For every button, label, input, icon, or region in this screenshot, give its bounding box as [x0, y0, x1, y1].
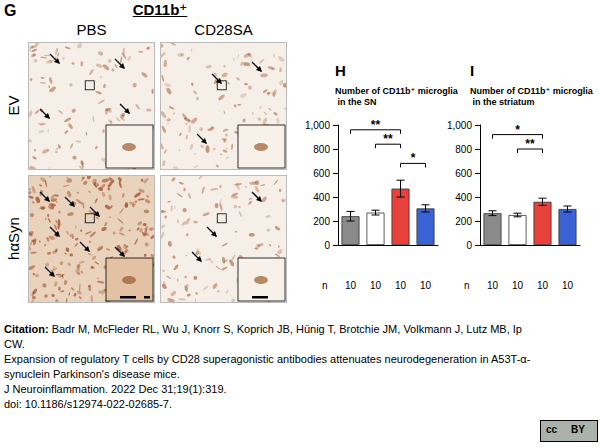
svg-text:n: n	[322, 280, 328, 291]
svg-text:400: 400	[313, 192, 330, 203]
html-text:CD11b⁺: CD11b⁺	[132, 1, 188, 18]
svg-text:**: **	[371, 118, 381, 132]
svg-text:I: I	[470, 62, 474, 79]
svg-text:10: 10	[562, 280, 574, 291]
html-text:PBS: PBS	[76, 21, 107, 38]
svg-text:**: **	[383, 132, 393, 146]
svg-text:**: **	[525, 137, 535, 151]
svg-text:in the striatum: in the striatum	[470, 97, 535, 107]
svg-text:10: 10	[512, 280, 524, 291]
html-text:doi: 10.1186/s12974-022-02685-: doi: 10.1186/s12974-022-02685-7.	[4, 398, 172, 410]
html-text:Citation: Badr M, McFleder RL,: Citation: Badr M, McFleder RL, Wu J, Kno…	[4, 323, 522, 350]
svg-text:Number of CD11b⁺ microglia: Number of CD11b⁺ microglia	[335, 86, 459, 96]
svg-text:in the SN: in the SN	[335, 97, 377, 107]
svg-text:0: 0	[324, 240, 330, 251]
svg-text:800: 800	[313, 144, 330, 155]
html-text:hαSyn: hαSyn	[4, 217, 22, 260]
svg-text:1,000: 1,000	[447, 120, 472, 131]
svg-text:10: 10	[395, 280, 407, 291]
svg-text:H: H	[335, 62, 346, 79]
svg-text:*: *	[411, 151, 416, 165]
html-text:G: G	[4, 2, 17, 19]
html-text:CD28SA: CD28SA	[194, 21, 253, 38]
svg-text:10: 10	[537, 280, 549, 291]
svg-text:*: *	[515, 123, 520, 137]
svg-text:10: 10	[420, 280, 432, 291]
svg-text:800: 800	[455, 144, 472, 155]
html-text:J Neuroinflammation. 2022 Dec: J Neuroinflammation. 2022 Dec 31;19(1):3…	[4, 383, 227, 395]
html-text:cc: cc	[546, 424, 558, 435]
svg-text:200: 200	[313, 216, 330, 227]
svg-text:1,000: 1,000	[305, 120, 330, 131]
svg-text:10: 10	[370, 280, 382, 291]
html-text:BY: BY	[571, 424, 585, 435]
svg-text:10: 10	[487, 280, 499, 291]
svg-text:Number of CD11b⁺ microglia: Number of CD11b⁺ microglia	[470, 86, 594, 96]
svg-text:400: 400	[455, 192, 472, 203]
html-text:EV: EV	[4, 95, 22, 116]
svg-text:200: 200	[455, 216, 472, 227]
svg-text:n: n	[464, 280, 470, 291]
svg-text:10: 10	[345, 280, 357, 291]
svg-text:600: 600	[313, 168, 330, 179]
html-text:Expansion of regulatory T cell: Expansion of regulatory T cells by CD28 …	[4, 353, 531, 380]
svg-text:600: 600	[455, 168, 472, 179]
svg-text:0: 0	[466, 240, 472, 251]
